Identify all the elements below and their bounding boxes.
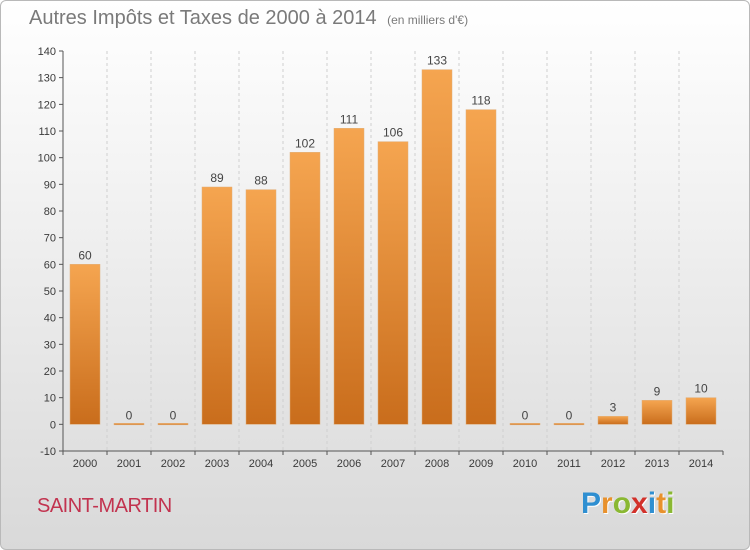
y-tick-label: 40 bbox=[44, 313, 56, 325]
bar-value-label: 118 bbox=[471, 94, 490, 108]
y-tick-label: -10 bbox=[40, 446, 56, 458]
grid-lines bbox=[106, 51, 680, 451]
y-tick-label: 10 bbox=[44, 393, 56, 405]
bar bbox=[289, 152, 321, 425]
bar-value-label: 60 bbox=[78, 248, 92, 262]
y-tick-label: 110 bbox=[38, 126, 56, 138]
x-tick-label: 2009 bbox=[469, 458, 493, 470]
y-tick-label: 120 bbox=[38, 99, 56, 111]
x-tick-label: 2001 bbox=[117, 458, 141, 470]
axes: -100102030405060708090100110120130140200… bbox=[38, 46, 724, 470]
bars bbox=[69, 69, 717, 426]
bar bbox=[421, 69, 453, 425]
x-tick-label: 2013 bbox=[645, 458, 669, 470]
bar-value-label: 0 bbox=[170, 408, 177, 422]
y-tick-label: 100 bbox=[38, 153, 56, 165]
bar bbox=[245, 189, 277, 425]
bar bbox=[465, 109, 497, 425]
bar-value-label: 102 bbox=[295, 136, 315, 150]
bar-value-label: 88 bbox=[254, 174, 268, 188]
bar bbox=[201, 186, 233, 425]
chart-title-main: Autres Impôts et Taxes de 2000 à 2014 bbox=[29, 7, 377, 29]
x-tick-label: 2005 bbox=[293, 458, 317, 470]
proxiti-logo: Proxiti bbox=[581, 487, 675, 520]
x-tick-label: 2003 bbox=[205, 458, 229, 470]
x-tick-label: 2006 bbox=[337, 458, 361, 470]
commune-name: SAINT-MARTIN bbox=[37, 495, 172, 517]
y-tick-label: 20 bbox=[44, 366, 56, 378]
x-tick-label: 2007 bbox=[381, 458, 405, 470]
y-tick-label: 80 bbox=[44, 206, 56, 218]
x-tick-label: 2008 bbox=[425, 458, 449, 470]
y-tick-label: 90 bbox=[44, 179, 56, 191]
bar-value-label: 0 bbox=[126, 408, 133, 422]
bar bbox=[509, 423, 541, 426]
chart-title-unit: (en milliers d'€) bbox=[387, 13, 469, 27]
bar-value-label: 0 bbox=[522, 408, 529, 422]
bar bbox=[377, 141, 409, 425]
bar-value-label: 0 bbox=[566, 408, 573, 422]
bar bbox=[685, 397, 717, 425]
y-tick-label: 0 bbox=[50, 419, 56, 431]
x-tick-label: 2010 bbox=[513, 458, 537, 470]
bar-value-label: 3 bbox=[610, 400, 617, 414]
y-tick-label: 130 bbox=[38, 73, 56, 85]
x-tick-label: 2012 bbox=[601, 458, 625, 470]
data-labels: 60 0 0 89 88 102 111 106 133 118 0 0 3 9 10 bbox=[78, 54, 708, 423]
bar bbox=[641, 400, 673, 425]
bar-value-label: 10 bbox=[694, 382, 708, 396]
bar-value-label: 106 bbox=[383, 126, 403, 140]
x-tick-label: 2000 bbox=[73, 458, 97, 470]
x-tick-label: 2004 bbox=[249, 458, 273, 470]
bar bbox=[333, 128, 365, 425]
x-tick-label: 2002 bbox=[161, 458, 185, 470]
chart-title: Autres Impôts et Taxes de 2000 à 2014 (e… bbox=[29, 7, 468, 30]
bar bbox=[157, 423, 189, 426]
bar bbox=[69, 264, 101, 425]
y-tick-label: 50 bbox=[44, 286, 56, 298]
y-tick-label: 30 bbox=[44, 339, 56, 351]
y-tick-label: 60 bbox=[44, 259, 56, 271]
bar bbox=[553, 423, 585, 426]
y-tick-label: 70 bbox=[44, 233, 56, 245]
bar-value-label: 9 bbox=[654, 384, 661, 398]
bar bbox=[113, 423, 145, 426]
bar-value-label: 89 bbox=[210, 171, 224, 185]
x-tick-label: 2011 bbox=[557, 458, 581, 470]
y-tick-label: 140 bbox=[38, 46, 56, 58]
x-tick-label: 2014 bbox=[689, 458, 713, 470]
bar-value-label: 133 bbox=[427, 54, 447, 68]
bar bbox=[597, 416, 629, 425]
bar-value-label: 111 bbox=[340, 112, 359, 126]
